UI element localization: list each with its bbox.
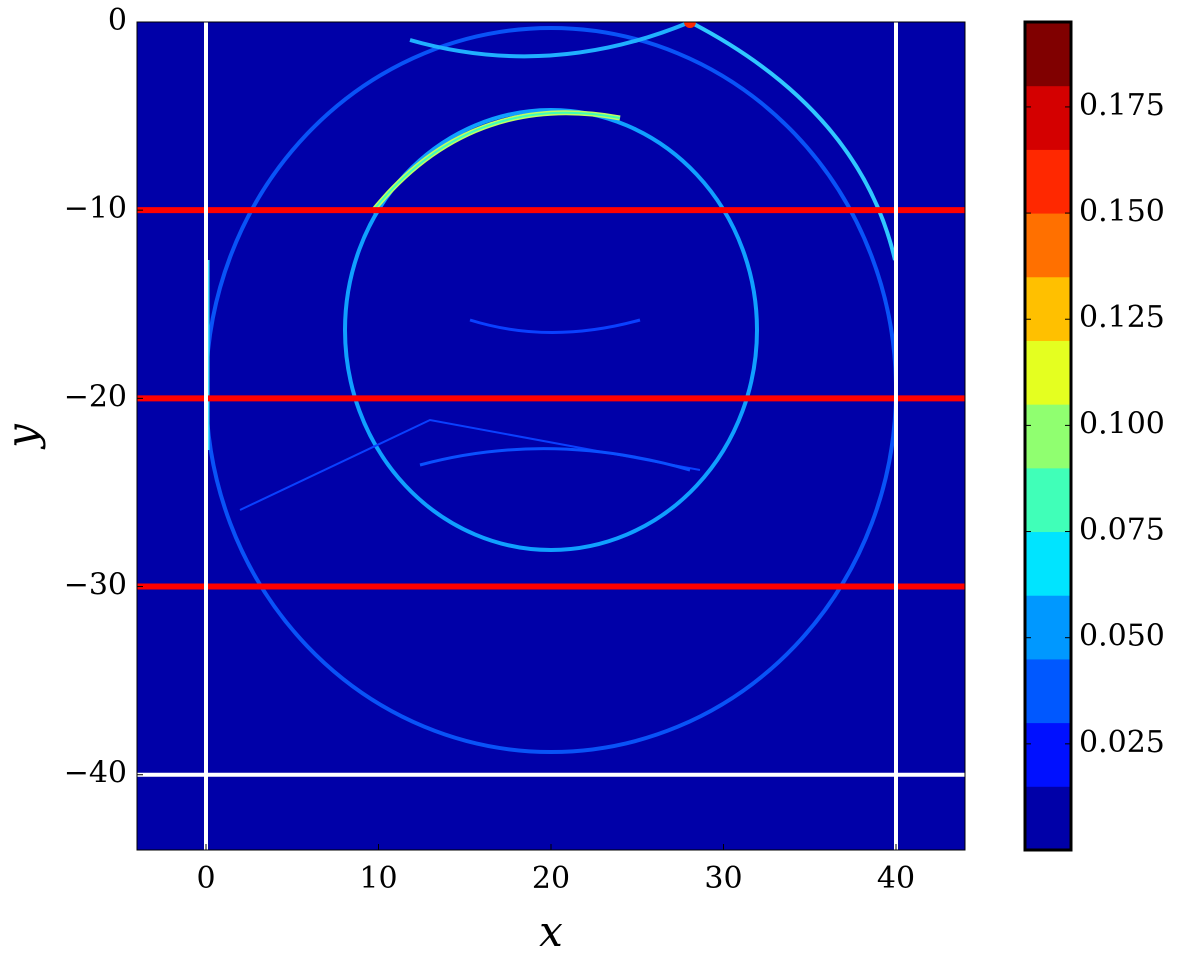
- colorbar-band: [1025, 404, 1071, 469]
- y-axis-label: y: [0, 423, 46, 450]
- colorbar-band: [1025, 340, 1071, 405]
- x-tick-label: 40: [877, 861, 915, 896]
- colorbar-tick-label: 0.075: [1079, 513, 1165, 548]
- colorbar-band: [1025, 276, 1071, 341]
- colorbar-tick-label: 0.175: [1079, 88, 1165, 123]
- colorbar-band: [1025, 786, 1071, 851]
- colorbar-band: [1025, 467, 1071, 533]
- colorbar-tick-label: 0.100: [1079, 406, 1165, 441]
- colorbar-tick-label: 0.125: [1079, 300, 1165, 335]
- colorbar-band: [1025, 595, 1071, 660]
- colorbar-band: [1025, 213, 1071, 278]
- y-tick-label: −10: [64, 191, 127, 226]
- colorbar-band: [1025, 658, 1071, 724]
- colorbar-band: [1025, 22, 1071, 87]
- x-tick-label: 20: [532, 861, 570, 896]
- x-tick-label: 30: [704, 861, 742, 896]
- colorbar: 0.025 0.050 0.075 0.100 0.125 0.150 0.175: [1025, 22, 1165, 851]
- colorbar-band: [1025, 85, 1071, 150]
- field-background: [137, 22, 965, 850]
- y-tick-label: 0: [108, 3, 127, 38]
- colorbar-band: [1025, 149, 1071, 214]
- x-tick-label: 10: [359, 861, 397, 896]
- colorbar-band: [1025, 531, 1071, 596]
- y-tick-label: −20: [64, 379, 127, 414]
- x-axis-label: x: [539, 907, 563, 956]
- x-tick-label: 0: [196, 861, 215, 896]
- colorbar-tick-label: 0.150: [1079, 194, 1165, 229]
- y-tick-label: −40: [64, 756, 127, 791]
- colorbar-tick-label: 0.050: [1079, 619, 1165, 654]
- colorbar-tick-label: 0.025: [1079, 725, 1165, 760]
- colorbar-frame: [1023, 20, 1073, 852]
- y-tick-label: −30: [64, 568, 127, 603]
- overlay-lines: [137, 22, 965, 850]
- colorbar-band: [1025, 722, 1071, 787]
